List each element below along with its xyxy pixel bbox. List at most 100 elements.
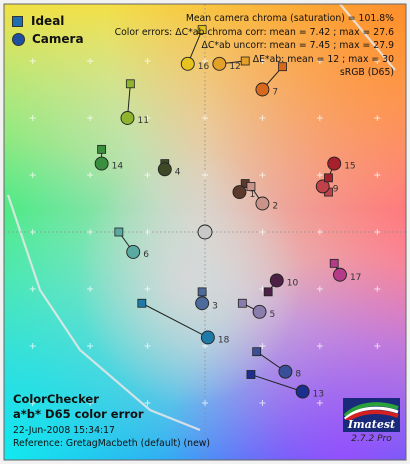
- grid-plus-mark: [144, 172, 151, 178]
- patch-label-9: 9: [333, 184, 339, 194]
- stats-colorspace: sRGB (D65): [339, 67, 394, 78]
- camera-marker-9: [315, 179, 330, 194]
- grid-plus-mark: [202, 343, 208, 349]
- patch-label-12: 12: [229, 62, 240, 72]
- ideal-marker-8: [252, 347, 262, 357]
- ideal-marker-2: [246, 181, 256, 191]
- footer-block: ColorChecker a*b* D65 color error 22-Jun…: [13, 392, 210, 450]
- grid-plus-mark: [202, 172, 208, 178]
- footer-timestamp: 22-Jun-2008 15:34:17: [13, 425, 115, 436]
- grid-plus-mark: [316, 172, 323, 178]
- stats-delta-e: ΔE*ab: mean = 12 ; max = 30: [252, 53, 394, 65]
- grid-plus-mark: [259, 172, 266, 178]
- grid-plus-mark: [316, 286, 323, 292]
- patch-label-5: 5: [270, 310, 276, 320]
- grid-plus-mark: [316, 229, 323, 235]
- logo-name: Imatest: [347, 418, 396, 431]
- grid-plus-mark: [259, 343, 266, 349]
- patch-label-16: 16: [198, 62, 210, 72]
- logo-version-line: 2.7.2 Pro: [343, 434, 400, 444]
- logo-badge: Imatest: [343, 398, 400, 432]
- grid-plus-mark: [29, 286, 36, 292]
- grid-plus-mark: [29, 115, 36, 121]
- grid-plus-mark: [316, 400, 323, 406]
- grid-plus-mark: [29, 229, 36, 235]
- logo-stripes-icon: [343, 402, 399, 420]
- grid-plus-mark: [374, 343, 381, 349]
- ideal-marker-10: [263, 287, 273, 297]
- srgb-gamut-boundary: [6, 3, 396, 432]
- grid-plus-mark: [202, 115, 208, 121]
- patch-label-4: 4: [175, 167, 181, 177]
- grid-plus-mark: [259, 115, 266, 121]
- legend-ideal-label: Ideal: [31, 14, 65, 28]
- camera-marker-11: [120, 111, 135, 125]
- grid-plus-mark: [87, 115, 94, 121]
- ideal-marker-12: [240, 56, 250, 66]
- error-line-18: [141, 302, 209, 338]
- grid-plus-mark: [87, 172, 94, 178]
- patch-label-7: 7: [272, 88, 278, 98]
- grid-plus-mark: [202, 58, 208, 64]
- camera-marker-5: [252, 304, 267, 319]
- grid-plus-mark: [29, 343, 36, 349]
- grid-plus-mark: [144, 58, 151, 64]
- patch-label-8: 8: [295, 370, 301, 380]
- grid-plus-mark: [87, 229, 94, 235]
- ideal-marker-13: [246, 370, 256, 379]
- logo-edition: Pro: [377, 434, 392, 444]
- patch-label-3: 3: [212, 301, 218, 311]
- patch-label-17: 17: [350, 273, 361, 283]
- camera-marker-neutral: [197, 224, 213, 240]
- ideal-marker-15: [324, 173, 333, 183]
- grid-plus-mark: [259, 400, 266, 406]
- camera-marker-7: [255, 82, 270, 97]
- stats-delta-c-corr: Color errors: ΔC*ab chroma corr: mean = …: [114, 26, 394, 38]
- grid-plus-mark: [144, 115, 151, 121]
- legend: Ideal Camera: [12, 12, 84, 48]
- grid-plus-mark: [144, 400, 151, 406]
- ideal-marker-16: [197, 25, 207, 35]
- legend-camera-label: Camera: [32, 32, 84, 46]
- stats-chroma: Mean camera chroma (saturation) = 101.8%: [185, 13, 394, 24]
- grid-plus-mark: [259, 229, 266, 235]
- grid-plus-mark: [144, 343, 151, 349]
- stats-delta-c-uncorr: ΔC*ab uncorr: mean = 7.45 ; max = 27.9: [201, 40, 394, 51]
- grid-plus-mark: [29, 172, 36, 178]
- camera-marker-3: [195, 296, 210, 311]
- grid-plus-mark: [374, 229, 381, 235]
- patch-label-6: 6: [143, 250, 149, 260]
- camera-marker-6: [126, 244, 141, 259]
- ideal-marker-14: [97, 144, 107, 154]
- camera-marker-10: [269, 273, 284, 288]
- camera-marker-2: [255, 196, 270, 211]
- footer-reference: Reference: GretagMacbeth (default) (new): [13, 438, 211, 449]
- stats-block: Mean camera chroma (saturation) = 101.8%…: [115, 12, 394, 80]
- grid-plus-mark: [316, 343, 323, 349]
- patch-label-14: 14: [112, 162, 124, 172]
- grid-plus-mark: [374, 172, 381, 178]
- grid-plus-mark: [144, 229, 151, 235]
- camera-marker-14: [94, 156, 109, 171]
- ideal-marker-17: [329, 258, 339, 268]
- patch-label-1: 1: [249, 190, 255, 200]
- ideal-marker-3: [197, 287, 207, 297]
- camera-marker-12: [212, 56, 227, 71]
- grid-plus-mark: [144, 286, 151, 292]
- camera-marker-4: [157, 162, 172, 177]
- plot-frame: [3, 3, 407, 461]
- footer-title: ColorChecker: [13, 392, 99, 406]
- patch-label-2: 2: [272, 202, 278, 212]
- camera-marker-8: [278, 364, 293, 379]
- grid-plus-mark: [316, 58, 323, 64]
- square-marker-icon: [12, 15, 23, 27]
- patch-label-10: 10: [287, 278, 299, 288]
- camera-marker-18: [200, 330, 215, 345]
- error-line-13: [250, 374, 303, 393]
- camera-marker-16: [180, 56, 195, 71]
- ideal-marker-11: [125, 79, 135, 89]
- camera-marker-13: [295, 384, 310, 399]
